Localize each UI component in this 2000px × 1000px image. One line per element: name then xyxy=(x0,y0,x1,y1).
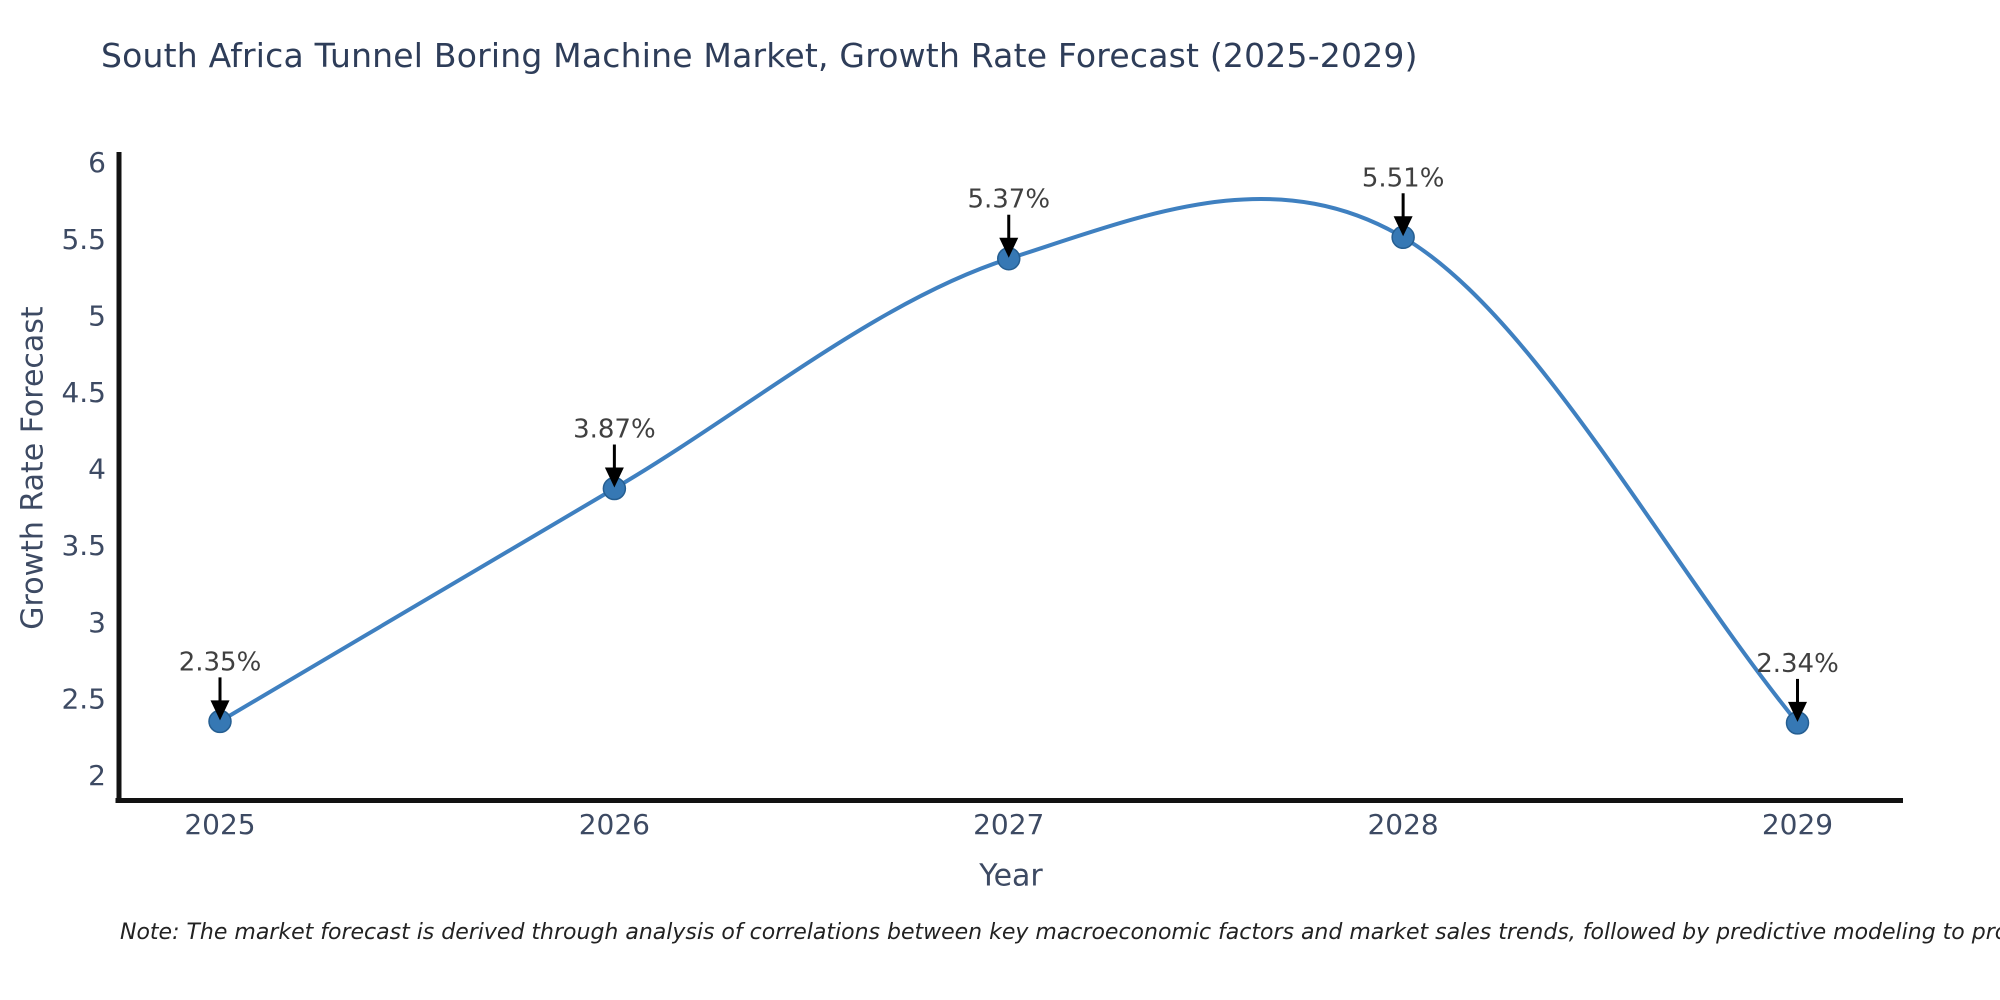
annotation-arrow-head xyxy=(1393,216,1413,237)
x-axis-label: Year xyxy=(979,858,1043,894)
x-tick-label: 2025 xyxy=(184,808,255,841)
x-tick-label: 2027 xyxy=(973,808,1044,841)
y-tick-label: 4 xyxy=(88,453,106,486)
annotation-arrow-head xyxy=(604,467,624,488)
x-tick-label: 2029 xyxy=(1762,808,1833,841)
y-tick-label: 4.5 xyxy=(61,376,106,409)
y-tick-label: 5 xyxy=(88,299,106,332)
data-point-label: 2.34% xyxy=(1756,649,1839,679)
data-point-label: 3.87% xyxy=(573,415,656,445)
annotation-arrow-head xyxy=(1788,701,1807,722)
x-tick-label: 2028 xyxy=(1367,808,1438,841)
y-tick-label: 3.5 xyxy=(61,529,106,562)
annotation-arrow-head xyxy=(999,237,1019,258)
forecast-line xyxy=(218,197,1800,725)
annotation-arrow-head xyxy=(210,700,230,721)
x-tick-label: 2026 xyxy=(579,808,650,841)
data-point-label: 5.37% xyxy=(967,185,1050,215)
y-tick-label: 6 xyxy=(88,146,106,179)
y-tick-label: 2 xyxy=(88,759,106,792)
data-point-label: 5.51% xyxy=(1362,163,1445,193)
chart-title: South Africa Tunnel Boring Machine Marke… xyxy=(101,36,1418,75)
data-point-label: 2.35% xyxy=(179,647,262,677)
y-tick-label: 5.5 xyxy=(61,223,106,256)
footnote: Note: The market forecast is derived thr… xyxy=(120,920,2000,945)
y-axis-label: Growth Rate Forecast xyxy=(15,306,51,630)
y-tick-label: 3 xyxy=(88,606,106,639)
y-tick-label: 2.5 xyxy=(61,682,106,715)
